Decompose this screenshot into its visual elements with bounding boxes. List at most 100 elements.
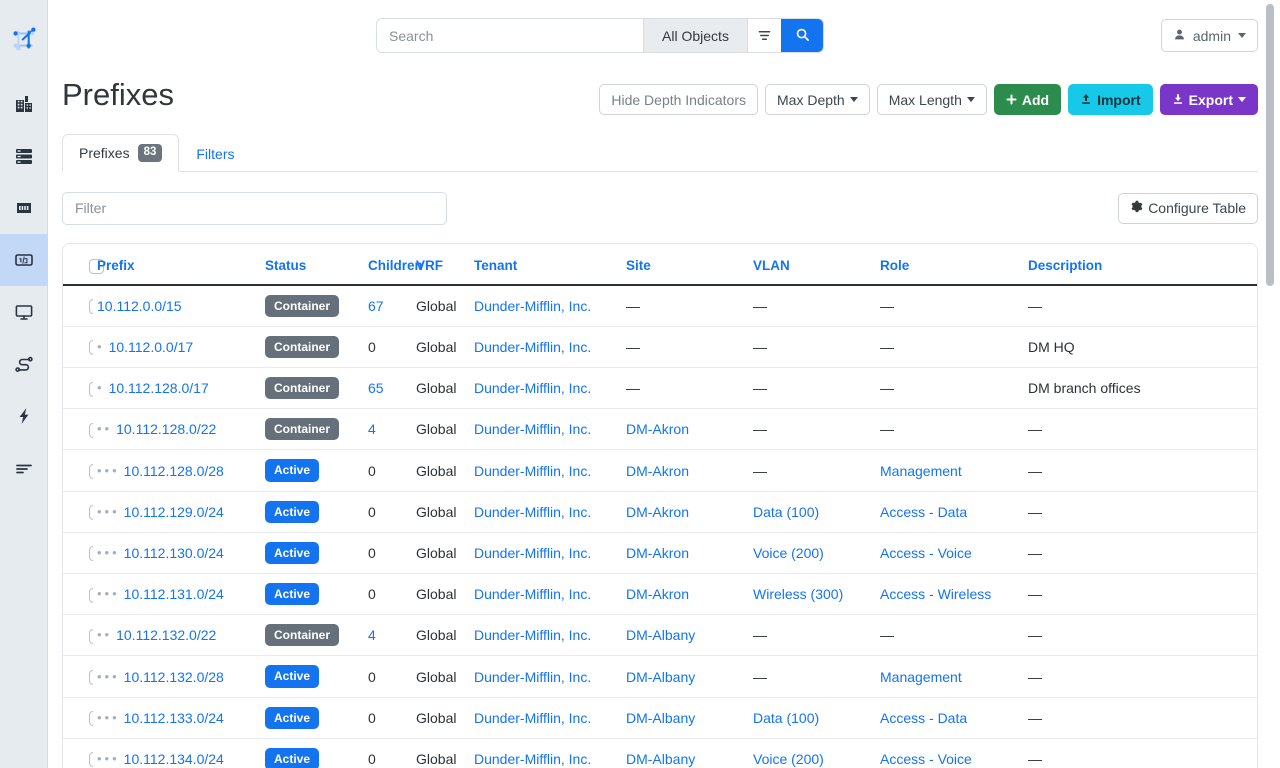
cell-tenant[interactable]: Dunder-Mifflin, Inc. [474,586,592,603]
export-button[interactable]: Export [1159,84,1258,115]
cell-children[interactable]: 65 [368,380,384,397]
cell-vlan[interactable]: Wireless (300) [753,586,844,603]
cell-tenant[interactable]: Dunder-Mifflin, Inc. [474,709,592,726]
row-checkbox[interactable] [89,299,93,315]
cell-role[interactable]: Access - Data [880,709,968,726]
sidebar-item-other[interactable] [0,442,48,494]
cell-prefix[interactable]: 10.112.128.0/22 [116,421,217,438]
cell-prefix[interactable]: 10.112.132.0/22 [116,627,217,644]
cell-prefix[interactable]: 10.112.134.0/24 [123,750,224,767]
column-header-children[interactable]: Children [364,243,423,286]
cell-children[interactable]: 4 [368,627,376,644]
user-menu-button[interactable]: admin [1160,19,1258,52]
cell-tenant[interactable]: Dunder-Mifflin, Inc. [474,503,592,520]
cell-tenant[interactable]: Dunder-Mifflin, Inc. [474,750,592,767]
table-row[interactable]: ••• 10.112.134.0/24 Active 0 Global Dunder-Mi… [63,738,1257,768]
table-row[interactable]: ••• 10.112.130.0/24 Active 0 Global Dunder-Mi… [63,532,1257,575]
cell-site[interactable]: DM-Akron [626,503,690,520]
cell-role[interactable]: Access - Voice [880,750,972,767]
cell-prefix[interactable]: 10.112.133.0/24 [123,709,224,726]
sidebar-item-circuits[interactable] [0,338,48,390]
row-checkbox[interactable] [89,669,93,685]
column-header-prefix[interactable]: Prefix [93,243,261,286]
row-checkbox[interactable] [89,546,93,562]
cell-vlan[interactable]: Voice (200) [753,750,824,767]
cell-tenant[interactable]: Dunder-Mifflin, Inc. [474,297,592,314]
cell-tenant[interactable]: Dunder-Mifflin, Inc. [474,462,592,479]
row-checkbox[interactable] [89,340,93,356]
search-input[interactable] [377,19,643,52]
cell-prefix[interactable]: 10.112.0.0/15 [97,297,182,314]
cell-vlan[interactable]: Data (100) [753,503,820,520]
row-checkbox[interactable] [89,422,93,438]
configure-table-button[interactable]: Configure Table [1118,192,1258,224]
sidebar-item-connections[interactable] [0,182,48,234]
row-checkbox[interactable] [89,628,93,644]
filter-input[interactable] [62,191,447,225]
column-header-tenant[interactable]: Tenant [470,243,622,286]
cell-children[interactable]: 67 [368,297,384,314]
sidebar-item-virtualization[interactable] [0,286,48,338]
table-row[interactable]: ••• 10.112.131.0/24 Active 0 Global Dunder-Mi… [63,573,1257,616]
column-header-description[interactable]: Description [1024,243,1257,286]
cell-site[interactable]: DM-Albany [626,709,696,726]
cell-role[interactable]: Management [880,668,962,685]
cell-role[interactable]: Management [880,462,962,479]
cell-children[interactable]: 4 [368,421,376,438]
cell-prefix[interactable]: 10.112.131.0/24 [123,586,224,603]
table-row[interactable]: ••• 10.112.129.0/24 Active 0 Global Dunder-Mi… [63,491,1257,533]
row-checkbox[interactable] [89,381,93,397]
cell-prefix[interactable]: 10.112.132.0/28 [123,668,224,685]
cell-tenant[interactable]: Dunder-Mifflin, Inc. [474,668,592,685]
cell-tenant[interactable]: Dunder-Mifflin, Inc. [474,627,592,644]
column-header-role[interactable]: Role [876,243,1024,286]
cell-prefix[interactable]: 10.112.0.0/17 [108,339,194,356]
filter-icon[interactable] [747,19,781,52]
cell-prefix[interactable]: 10.112.129.0/24 [123,503,224,520]
cell-site[interactable]: DM-Albany [626,750,696,767]
table-row[interactable]: • 10.112.128.0/17 Container 65 Global Dunder-… [63,367,1257,410]
cell-prefix[interactable]: 10.112.128.0/17 [108,380,209,397]
cell-tenant[interactable]: Dunder-Mifflin, Inc. [474,421,592,438]
hide-depth-indicators-button[interactable]: Hide Depth Indicators [599,84,758,115]
cell-vlan[interactable]: Data (100) [753,709,820,726]
max-depth-dropdown[interactable]: Max Depth [765,84,870,115]
sidebar-item-devices[interactable] [0,130,48,182]
tab-prefixes[interactable]: Prefixes 83 [62,134,180,172]
search-submit-button[interactable] [781,19,823,52]
scrollbar-thumb[interactable] [1266,4,1274,286]
cell-tenant[interactable]: Dunder-Mifflin, Inc. [474,544,592,561]
column-header-vrf[interactable]: VRF [412,243,470,286]
column-header-status[interactable]: Status [261,243,364,286]
cell-site[interactable]: DM-Akron [626,544,690,561]
cell-site[interactable]: DM-Akron [626,421,690,438]
cell-site[interactable]: DM-Akron [626,586,690,603]
table-row[interactable]: •• 10.112.128.0/22 Container 4 Global Dunder-… [63,408,1257,451]
column-header-site[interactable]: Site [622,243,749,286]
cell-tenant[interactable]: Dunder-Mifflin, Inc. [474,380,592,397]
cell-site[interactable]: DM-Albany [626,627,696,644]
cell-prefix[interactable]: 10.112.128.0/28 [123,462,224,479]
sidebar-item-ipam[interactable] [0,234,48,286]
cell-tenant[interactable]: Dunder-Mifflin, Inc. [474,339,592,356]
row-checkbox[interactable] [89,752,93,768]
max-length-dropdown[interactable]: Max Length [876,84,987,115]
cell-role[interactable]: Access - Voice [880,544,972,561]
sidebar-item-organization[interactable] [0,78,48,130]
column-header-vlan[interactable]: VLAN [749,243,876,286]
tab-filters[interactable]: Filters [179,136,251,172]
cell-site[interactable]: DM-Albany [626,668,696,685]
cell-prefix[interactable]: 10.112.130.0/24 [123,544,224,561]
table-row[interactable]: ••• 10.112.128.0/28 Active 0 Global Dunder-Mi… [63,449,1257,492]
netbox-logo-icon[interactable] [0,16,48,64]
scrollbar-track[interactable] [1266,0,1277,768]
table-row[interactable]: 10.112.0.0/15 Container 67 Global Dunder-Mif… [63,284,1257,327]
row-checkbox[interactable] [89,711,93,727]
table-row[interactable]: ••• 10.112.132.0/28 Active 0 Global Dunder-Mi… [63,655,1257,698]
table-row[interactable]: •• 10.112.132.0/22 Container 4 Global Dunder-… [63,614,1257,657]
row-checkbox[interactable] [89,463,93,479]
cell-role[interactable]: Access - Data [880,503,968,520]
table-row[interactable]: ••• 10.112.133.0/24 Active 0 Global Dunder-Mi… [63,697,1257,739]
row-checkbox[interactable] [89,587,93,603]
sidebar-item-power[interactable] [0,390,48,442]
